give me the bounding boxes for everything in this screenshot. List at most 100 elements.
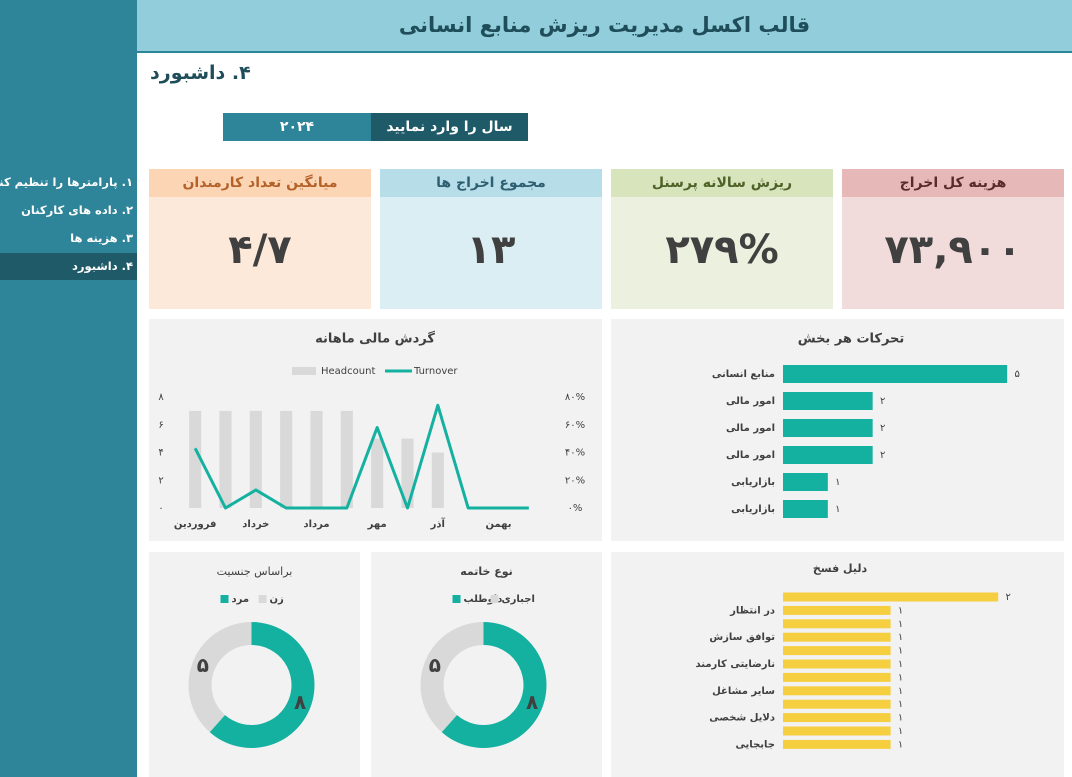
chart-title: تحرکات هر بخش — [798, 332, 905, 347]
kpi-value: ۲۷۹% — [611, 197, 833, 309]
year-input[interactable]: ۲۰۲۴ — [223, 113, 371, 141]
y-tick-label: دلایل شخصی — [709, 713, 775, 724]
data-label: ۱ — [898, 619, 903, 630]
kpi-card: میانگین تعداد کارمندان ۴/۷ — [149, 169, 371, 309]
data-label: ۱ — [898, 632, 903, 643]
bar-chart: دلیل فسخ ۲ در انتظار ۱ ۱ توافق سازش ۱ ۱ نارضایتی… — [611, 552, 1064, 777]
legend-label: زن — [270, 594, 285, 605]
bar — [783, 726, 891, 736]
kpi-title: میانگین تعداد کارمندان — [149, 169, 371, 197]
data-label: ۲ — [880, 396, 885, 407]
bar — [783, 659, 891, 669]
legend-label: Turnover — [413, 366, 458, 377]
kpi-value: ۴/۷ — [149, 197, 371, 309]
header-title: قالب اکسل مدیریت ریزش منابع انسانی — [137, 0, 1072, 53]
y-tick-label: جابجایی — [735, 739, 775, 750]
y-tick-label: بازاریابی — [731, 477, 775, 488]
data-label: ۲ — [880, 423, 885, 434]
y2-tick-label: ۶۰% — [565, 420, 585, 431]
y2-tick-label: ۸۰% — [565, 392, 585, 403]
nav-item[interactable]: ۱. پارامترها را تنظیم کنید — [0, 175, 133, 189]
x-tick-label: بهمن — [485, 519, 511, 530]
y-tick-label: ۸ — [158, 392, 164, 403]
kpi-title: مجموع اخراج ها — [380, 169, 602, 197]
data-label: ۵ — [1014, 369, 1019, 380]
kpi-card: ریزش سالانه پرسنل ۲۷۹% — [611, 169, 833, 309]
legend-swatch — [292, 367, 316, 375]
data-label: ۲ — [880, 450, 885, 461]
legend-swatch — [220, 595, 229, 603]
line — [193, 403, 529, 510]
bar — [189, 410, 202, 508]
legend-swatch — [258, 595, 267, 603]
y-tick-label: امور مالی — [726, 450, 775, 461]
y-tick-label: ۶ — [158, 420, 163, 431]
kpi-title: ریزش سالانه پرسنل — [611, 169, 833, 197]
data-label: ۱ — [898, 646, 903, 657]
bar — [783, 446, 873, 464]
bar — [371, 438, 384, 508]
y-tick-label: نارضایتی کارمند — [696, 659, 776, 670]
legend-label: Headcount — [321, 366, 375, 377]
legend-label: اجباری — [502, 594, 535, 605]
chart-title: دلیل فسخ — [813, 562, 868, 575]
legend-label: داوطلب — [464, 594, 503, 605]
data-label: ۱ — [835, 504, 840, 515]
nav-item[interactable]: ۴. داشبورد — [0, 253, 137, 280]
y2-tick-label: ۲۰% — [565, 475, 585, 486]
donut-chart: نوع خاتمه داوطلب اجباری ۸ ۵ — [371, 552, 602, 777]
data-label: ۱ — [898, 672, 903, 683]
x-tick-label: خرداد — [242, 519, 269, 530]
legend-swatch — [452, 595, 461, 603]
data-label: ۵ — [429, 653, 441, 677]
legend-label: مرد — [232, 594, 250, 605]
data-label: ۱ — [898, 726, 903, 737]
bar — [783, 473, 828, 491]
combo-chart: گردش مالی ماهانه۰۲۴۶۸۰%۲۰%۴۰%۶۰%۸۰%فرورد… — [149, 319, 602, 541]
bar — [249, 410, 262, 508]
y-tick-label: در انتظار — [729, 605, 775, 616]
y-tick-label: منابع انسانی — [712, 369, 775, 380]
y-tick-label: ۲ — [158, 475, 163, 486]
x-tick-label: مرداد — [303, 519, 329, 530]
kpi-value: ۱۳ — [380, 197, 602, 309]
y2-tick-label: ۰% — [568, 503, 583, 514]
bar — [783, 419, 873, 437]
bar — [783, 699, 891, 709]
kpi-card: مجموع اخراج ها ۱۳ — [380, 169, 602, 309]
data-label: ۸ — [526, 690, 538, 714]
data-label: ۱ — [898, 699, 903, 710]
data-label: ۵ — [197, 653, 209, 677]
kpi-card: هزینه کل اخراج ۷۳,۹۰۰ — [842, 169, 1064, 309]
kpi-value: ۷۳,۹۰۰ — [842, 197, 1064, 309]
bar — [783, 739, 891, 749]
donut-slice — [209, 622, 315, 748]
donut-slice — [441, 622, 547, 748]
y-tick-label: بازاریابی — [731, 504, 775, 515]
x-tick-label: آذر — [430, 517, 446, 530]
bar — [783, 646, 891, 656]
sidebar: ۱. پارامترها را تنظیم کنید ۲. داده های کا… — [0, 0, 137, 777]
data-label: ۱ — [898, 659, 903, 670]
nav-item[interactable]: ۲. داده های کارکنان — [21, 203, 133, 217]
data-label: ۸ — [294, 690, 306, 714]
bar — [310, 410, 323, 508]
chart-title: گردش مالی ماهانه — [315, 331, 435, 347]
data-label: ۲ — [1006, 592, 1011, 603]
legend-swatch — [490, 595, 499, 603]
bar — [431, 452, 444, 508]
year-label: سال را وارد نمایید — [371, 113, 528, 141]
y-tick-label: امور مالی — [726, 396, 775, 407]
y-tick-label: امور مالی — [726, 423, 775, 434]
bar — [280, 410, 293, 508]
y-tick-label: سایر مشاغل — [712, 686, 775, 697]
data-label: ۱ — [898, 686, 903, 697]
nav-item[interactable]: ۳. هزینه ها — [70, 231, 133, 245]
bar — [340, 410, 353, 508]
data-label: ۱ — [898, 713, 903, 724]
y-tick-label: ۰ — [158, 503, 163, 514]
donut-slice — [420, 622, 484, 733]
y-tick-label: توافق سازش — [709, 632, 775, 643]
chart-title: نوع خاتمه — [460, 565, 513, 578]
